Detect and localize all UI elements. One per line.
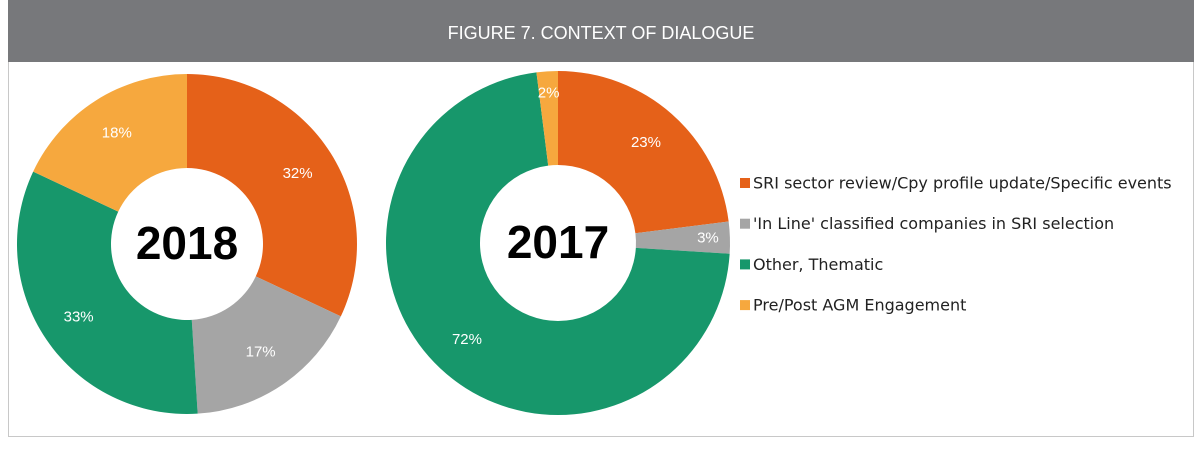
legend-swatch [740,178,750,188]
center-label: 2018 [136,217,238,269]
slice-label: 2% [538,84,560,101]
slice-label: 33% [64,309,94,326]
legend-entry: Other, Thematic [753,255,883,274]
donut-slice [187,74,357,317]
donut-slice [536,71,558,166]
donut-slice [558,71,729,234]
slice-label: 72% [452,331,482,348]
header-bar [8,0,1194,62]
center-label: 2017 [507,216,609,268]
slice-label: 17% [246,343,276,360]
figure-title: FIGURE 7. CONTEXT OF DIALOGUE [448,23,755,43]
slice-label: 3% [697,229,719,246]
legend-swatch [740,218,750,229]
donut-slice [191,276,341,414]
legend-entry: Pre/Post AGM Engagement [753,296,966,315]
legend-swatch [740,259,750,270]
donut-slice [33,74,188,212]
donut-slice [386,72,730,416]
legend-entry: SRI sector review/Cpy profile update/Spe… [753,174,1172,193]
slice-label: 18% [102,124,132,141]
slice-label: 32% [283,165,313,182]
legend-entry: 'In Line' classified companies in SRI se… [753,214,1114,233]
donut-slice [635,221,730,254]
legend-swatch [740,300,750,311]
slice-label: 23% [631,134,661,151]
donut-slice [16,171,198,414]
